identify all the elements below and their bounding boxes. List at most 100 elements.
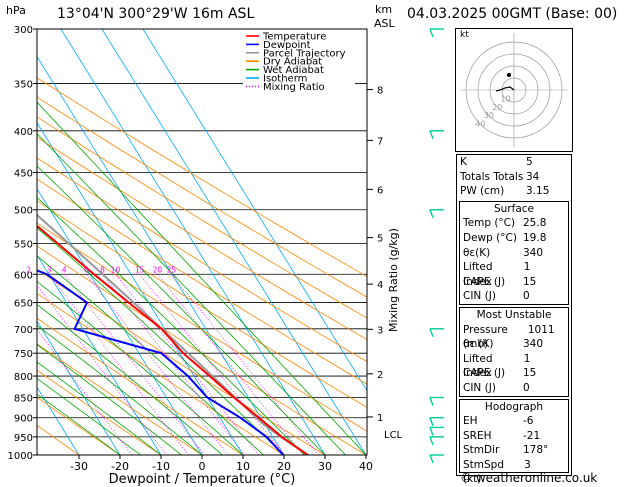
wet-adiabat-line xyxy=(37,324,203,455)
isotherm-line xyxy=(37,188,203,455)
hodograph-table-title: Hodograph xyxy=(484,400,544,413)
surface-value: 15 xyxy=(523,275,537,288)
hodograph-value: -6 xyxy=(523,415,534,428)
isotherm-line xyxy=(37,55,285,455)
surface-label: θε(K) xyxy=(463,246,491,259)
dry-adiabat-line xyxy=(37,77,367,277)
pressure-tick-label: 450 xyxy=(14,168,33,179)
isotherm-line xyxy=(101,29,367,455)
datetime-title: 04.03.2025 00GMT (Base: 00) xyxy=(407,6,618,22)
most-unstable-label: Lifted Index xyxy=(463,352,493,380)
isotherm-line xyxy=(60,29,326,455)
dry-adiabat-line xyxy=(37,293,285,455)
hodograph-ring-label: 40 xyxy=(475,120,485,129)
surface-row: Dewp (°C) 19.8 xyxy=(460,231,568,246)
dry-adiabat-line xyxy=(37,396,121,455)
pressure-tick-label: 950 xyxy=(14,433,33,444)
x-tick-label: 30 xyxy=(318,460,332,473)
wet-adiabat-line xyxy=(37,227,285,455)
most-unstable-row: Pressure (mb) 1011 xyxy=(460,323,568,351)
copyright-text: © weatheronline.co.uk xyxy=(460,471,598,485)
wet-adiabat-line xyxy=(37,133,346,455)
most-unstable-title: Most Unstable xyxy=(476,308,552,321)
most-unstable-row: θε (K) 340 xyxy=(460,337,568,352)
index-label: K xyxy=(460,156,467,168)
dry-adiabat-line xyxy=(37,178,367,385)
legend-label: Wet Adiabat xyxy=(263,65,324,76)
hpa-label: hPa xyxy=(6,4,26,17)
wet-adiabat-line xyxy=(37,197,305,455)
wind-barb-flag xyxy=(429,436,434,446)
most-unstable-value: 1 xyxy=(523,352,531,365)
wet-adiabat-line xyxy=(37,361,162,455)
dry-adiabat-line xyxy=(37,343,203,455)
mixing-ratio-line xyxy=(37,284,168,455)
hodograph-value: -21 xyxy=(523,429,541,442)
hodograph-ring-label: 20 xyxy=(492,103,502,112)
legend-label: Dry Adiabat xyxy=(263,57,322,68)
wind-barb-flag xyxy=(429,427,434,436)
surface-row: CIN (J) 0 xyxy=(460,289,568,304)
indices-table: K 5 Totals Totals 34 PW (cm) 3.15 Surface Tem… xyxy=(456,154,572,486)
legend-label: Parcel Trajectory xyxy=(263,48,346,59)
x-tick-label: 40 xyxy=(359,460,373,473)
pressure-tick-label: 500 xyxy=(14,206,33,217)
legend-label: Mixing Ratio xyxy=(263,82,325,93)
most-unstable-value: 1011 xyxy=(527,323,555,336)
pressure-tick-label: 350 xyxy=(14,80,33,91)
dry-adiabat-line xyxy=(37,116,367,319)
dry-adiabat-line xyxy=(37,222,367,432)
surface-title: Surface xyxy=(493,202,534,215)
km-tick-label: 3 xyxy=(377,325,383,336)
mixing-ratio-label: 3 xyxy=(47,265,52,274)
lcl-label: LCL xyxy=(384,430,403,441)
mixing-ratio-label: 10 xyxy=(111,265,121,274)
dry-adiabat-line xyxy=(37,245,367,455)
hodograph-label: StmSpd (kt) xyxy=(463,458,505,486)
dry-adiabat-line xyxy=(37,157,367,363)
pressure-tick-label: 850 xyxy=(14,393,33,404)
km-tick-label: 8 xyxy=(377,86,383,97)
wind-barb-flag xyxy=(429,28,434,38)
most-unstable-label: CAPE (J) xyxy=(463,367,506,380)
x-tick-label: -30 xyxy=(70,460,88,473)
index-value: 34 xyxy=(526,170,540,183)
surface-label: Temp (°C) xyxy=(463,217,516,230)
parcel-trajectory-line xyxy=(37,213,309,455)
pressure-tick-label: 600 xyxy=(14,270,33,281)
wet-adiabat-line xyxy=(37,377,141,455)
legend-label: Isotherm xyxy=(263,74,307,85)
dewpoint-line xyxy=(37,269,284,455)
surface-row: θε(K) 340 xyxy=(460,246,568,261)
wet-adiabat-line xyxy=(37,304,223,455)
wet-adiabat-line xyxy=(37,343,182,455)
wet-adiabat-line xyxy=(37,393,121,455)
location-title: 13°04'N 300°29'W 16m ASL xyxy=(57,6,255,22)
legend-box xyxy=(243,31,355,91)
x-tick-label: 0 xyxy=(199,460,206,473)
temperature-line xyxy=(37,224,309,455)
isotherm-line xyxy=(37,254,162,455)
mixing-ratio-axis-label: Mixing Ratio (g/kg) xyxy=(387,228,400,332)
storm-motion-marker xyxy=(507,73,511,77)
dry-adiabat-line xyxy=(37,200,367,408)
dry-adiabat-line xyxy=(37,136,367,341)
legend-label: Temperature xyxy=(262,32,326,43)
pressure-tick-label: 300 xyxy=(14,25,33,36)
isotherm-line xyxy=(37,121,244,455)
x-tick-label: -10 xyxy=(152,460,170,473)
surface-row: Temp (°C) 25.8 xyxy=(460,216,568,231)
dry-adiabat-line xyxy=(37,317,244,455)
mixing-ratio-label: 25 xyxy=(167,265,177,274)
pressure-tick-label: 650 xyxy=(14,299,33,310)
most-unstable-value: 0 xyxy=(523,381,530,394)
km-tick-label: 6 xyxy=(377,185,383,196)
most-unstable-row: Lifted Index 1 xyxy=(460,352,568,380)
surface-value: 19.8 xyxy=(523,231,547,244)
mixing-ratio-label: 15 xyxy=(135,265,145,274)
wind-barb-flag xyxy=(429,130,434,140)
legend-label: Dewpoint xyxy=(263,40,311,51)
mixing-ratio-line xyxy=(48,274,189,455)
